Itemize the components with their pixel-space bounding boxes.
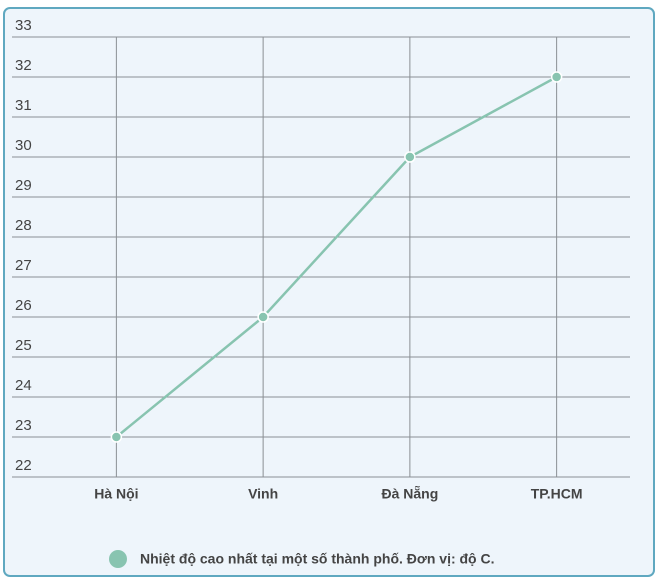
- point: [257, 311, 269, 323]
- y-tick-label: 29: [15, 177, 32, 194]
- legend-marker: [109, 550, 127, 568]
- line: [115, 75, 558, 438]
- legend-label: Nhiệt độ cao nhất tại một số thành phố. …: [140, 551, 495, 567]
- point: [404, 151, 416, 163]
- y-tick-label: 25: [15, 337, 32, 354]
- y-tick-label: 24: [15, 377, 32, 394]
- y-tick-label: 33: [15, 17, 32, 34]
- y-tick-label: 22: [15, 457, 32, 474]
- y-tick-label: 26: [15, 297, 32, 314]
- y-tick-label: 27: [15, 257, 32, 274]
- x-tick-label: TP.HCM: [531, 486, 583, 502]
- y-tick-label: 30: [15, 137, 32, 154]
- panel: [3, 7, 655, 577]
- x-tick-label: Hà Nội: [94, 486, 138, 502]
- x-tick-label: Đà Nẵng: [381, 485, 438, 502]
- y-tick-label: 31: [15, 97, 32, 114]
- point: [550, 71, 563, 83]
- y-tick-label: 32: [15, 57, 32, 74]
- y-tick-label: 28: [15, 217, 32, 234]
- y-tick-label: 23: [15, 417, 32, 434]
- x-tick-label: Vinh: [248, 486, 278, 502]
- point: [110, 431, 123, 443]
